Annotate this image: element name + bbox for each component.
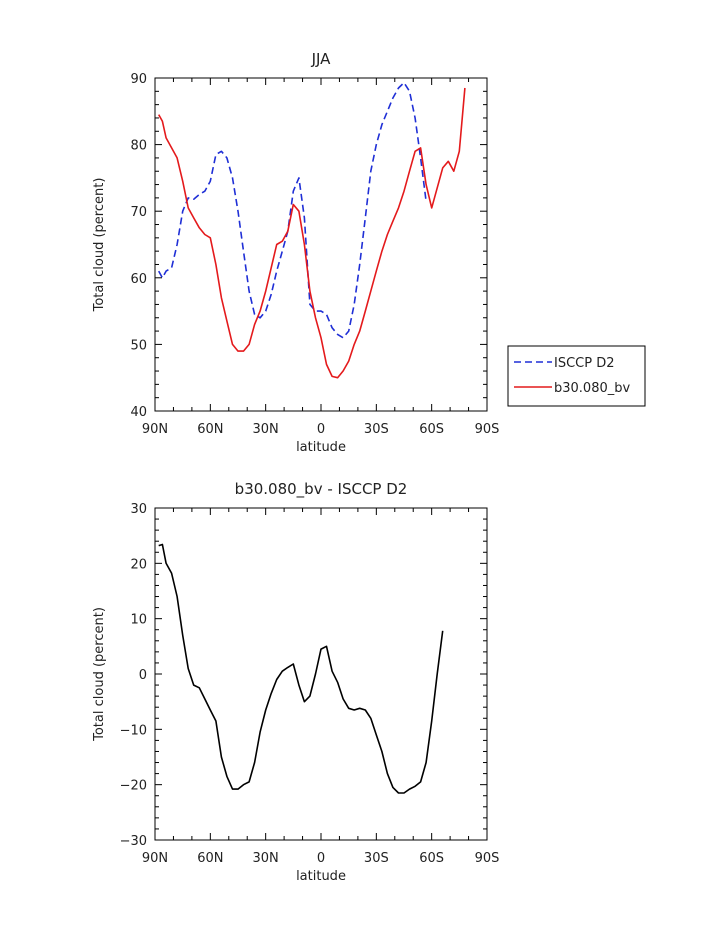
legend-box xyxy=(507,345,646,407)
x-tick-label: 90N xyxy=(142,851,168,866)
x-tick-label: 90N xyxy=(142,422,168,437)
legend-label: ISCCP D2 xyxy=(554,356,615,371)
x-tick-label: 60S xyxy=(419,851,444,866)
y-tick-label: 10 xyxy=(130,613,147,628)
x-tick-label: 30S xyxy=(364,851,389,866)
x-tick-label: 0 xyxy=(317,851,325,866)
x-tick-label: 60N xyxy=(197,851,223,866)
x-tick-label: 0 xyxy=(317,422,325,437)
x-tick-label: 30N xyxy=(253,422,279,437)
legend-label: b30.080_bv xyxy=(554,381,630,396)
y-tick-label: 0 xyxy=(139,668,147,683)
series-line-b30-080-bv xyxy=(157,87,466,379)
y-tick-label: 50 xyxy=(130,338,147,353)
x-tick-label: 60N xyxy=(197,422,223,437)
x-tick-label: 60S xyxy=(419,422,444,437)
legend: ISCCP D2 b30.080_bv xyxy=(507,345,646,407)
plot-frame xyxy=(154,77,488,412)
y-tick-label: −30 xyxy=(120,834,147,849)
y-tick-label: −20 xyxy=(120,779,147,794)
y-tick-label: 80 xyxy=(130,139,147,154)
x-tick-label: 90S xyxy=(475,851,500,866)
y-tick-label: 90 xyxy=(130,72,147,87)
y-tick-label: 30 xyxy=(130,502,147,517)
series-line-isccp-d2 xyxy=(157,81,427,339)
y-axis-label: Total cloud (percent) xyxy=(92,607,107,742)
x-axis-label: latitude xyxy=(296,440,346,455)
chart-panel-1: JJA 90N 60N 30N 0 30S 60S 90S 40 50 60 70 80 90 latitu… xyxy=(92,50,646,455)
x-tick-label: 90S xyxy=(475,422,500,437)
y-axis-label: Total cloud (percent) xyxy=(92,178,107,313)
x-tick-label: 30N xyxy=(253,851,279,866)
y-tick-label: 60 xyxy=(130,272,147,287)
series-line-difference xyxy=(158,543,444,794)
chart-title: JJA xyxy=(311,50,332,68)
chart-panel-2: b30.080_bv - ISCCP D2 90N 60N 30N 0 30S 60S 90S… xyxy=(92,480,499,884)
y-tick-label: 70 xyxy=(130,205,147,220)
x-tick-label: 30S xyxy=(364,422,389,437)
y-tick-label: 20 xyxy=(130,557,147,572)
chart-title: b30.080_bv - ISCCP D2 xyxy=(235,480,408,499)
x-axis-label: latitude xyxy=(296,869,346,884)
y-tick-label: 40 xyxy=(130,405,147,420)
y-tick-label: −10 xyxy=(120,723,147,738)
